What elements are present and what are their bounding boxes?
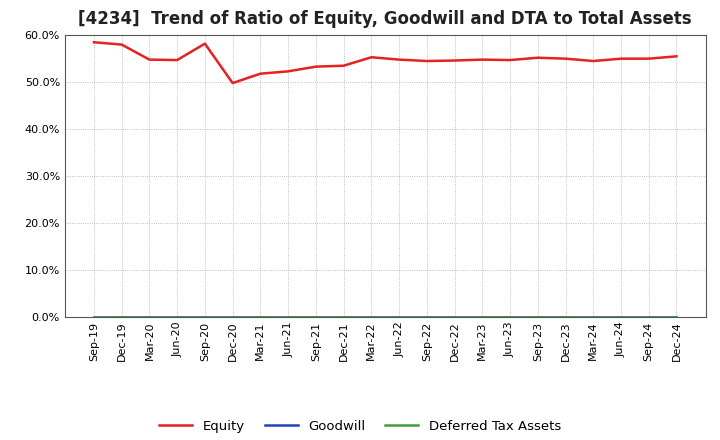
Goodwill (173, 314, 181, 319)
Deferred Tax Assets (201, 314, 210, 319)
Goodwill (616, 314, 625, 319)
Goodwill (117, 314, 126, 319)
Goodwill (312, 314, 320, 319)
Goodwill (89, 314, 98, 319)
Equity (505, 58, 514, 63)
Deferred Tax Assets (173, 314, 181, 319)
Equity (312, 64, 320, 69)
Equity (478, 57, 487, 62)
Goodwill (589, 314, 598, 319)
Goodwill (534, 314, 542, 319)
Equity (395, 57, 403, 62)
Goodwill (561, 314, 570, 319)
Deferred Tax Assets (616, 314, 625, 319)
Deferred Tax Assets (145, 314, 154, 319)
Deferred Tax Assets (644, 314, 653, 319)
Deferred Tax Assets (395, 314, 403, 319)
Deferred Tax Assets (505, 314, 514, 319)
Deferred Tax Assets (256, 314, 265, 319)
Deferred Tax Assets (339, 314, 348, 319)
Equity (284, 69, 292, 74)
Goodwill (367, 314, 376, 319)
Equity (367, 55, 376, 60)
Equity (672, 54, 681, 59)
Deferred Tax Assets (672, 314, 681, 319)
Equity (145, 57, 154, 62)
Legend: Equity, Goodwill, Deferred Tax Assets: Equity, Goodwill, Deferred Tax Assets (154, 414, 566, 438)
Goodwill (256, 314, 265, 319)
Equity (589, 59, 598, 64)
Equity (339, 63, 348, 68)
Goodwill (644, 314, 653, 319)
Deferred Tax Assets (478, 314, 487, 319)
Goodwill (395, 314, 403, 319)
Equity (561, 56, 570, 61)
Line: Equity: Equity (94, 42, 677, 83)
Goodwill (339, 314, 348, 319)
Equity (173, 58, 181, 63)
Deferred Tax Assets (367, 314, 376, 319)
Equity (450, 58, 459, 63)
Deferred Tax Assets (89, 314, 98, 319)
Equity (228, 81, 237, 86)
Goodwill (284, 314, 292, 319)
Deferred Tax Assets (450, 314, 459, 319)
Deferred Tax Assets (117, 314, 126, 319)
Equity (534, 55, 542, 60)
Deferred Tax Assets (561, 314, 570, 319)
Deferred Tax Assets (534, 314, 542, 319)
Equity (644, 56, 653, 61)
Goodwill (478, 314, 487, 319)
Goodwill (201, 314, 210, 319)
Goodwill (505, 314, 514, 319)
Equity (117, 42, 126, 47)
Deferred Tax Assets (312, 314, 320, 319)
Title: [4234]  Trend of Ratio of Equity, Goodwill and DTA to Total Assets: [4234] Trend of Ratio of Equity, Goodwil… (78, 10, 692, 28)
Goodwill (145, 314, 154, 319)
Equity (256, 71, 265, 76)
Equity (89, 40, 98, 45)
Deferred Tax Assets (284, 314, 292, 319)
Equity (616, 56, 625, 61)
Equity (423, 59, 431, 64)
Goodwill (423, 314, 431, 319)
Goodwill (228, 314, 237, 319)
Equity (201, 41, 210, 46)
Deferred Tax Assets (589, 314, 598, 319)
Deferred Tax Assets (423, 314, 431, 319)
Deferred Tax Assets (228, 314, 237, 319)
Goodwill (672, 314, 681, 319)
Goodwill (450, 314, 459, 319)
